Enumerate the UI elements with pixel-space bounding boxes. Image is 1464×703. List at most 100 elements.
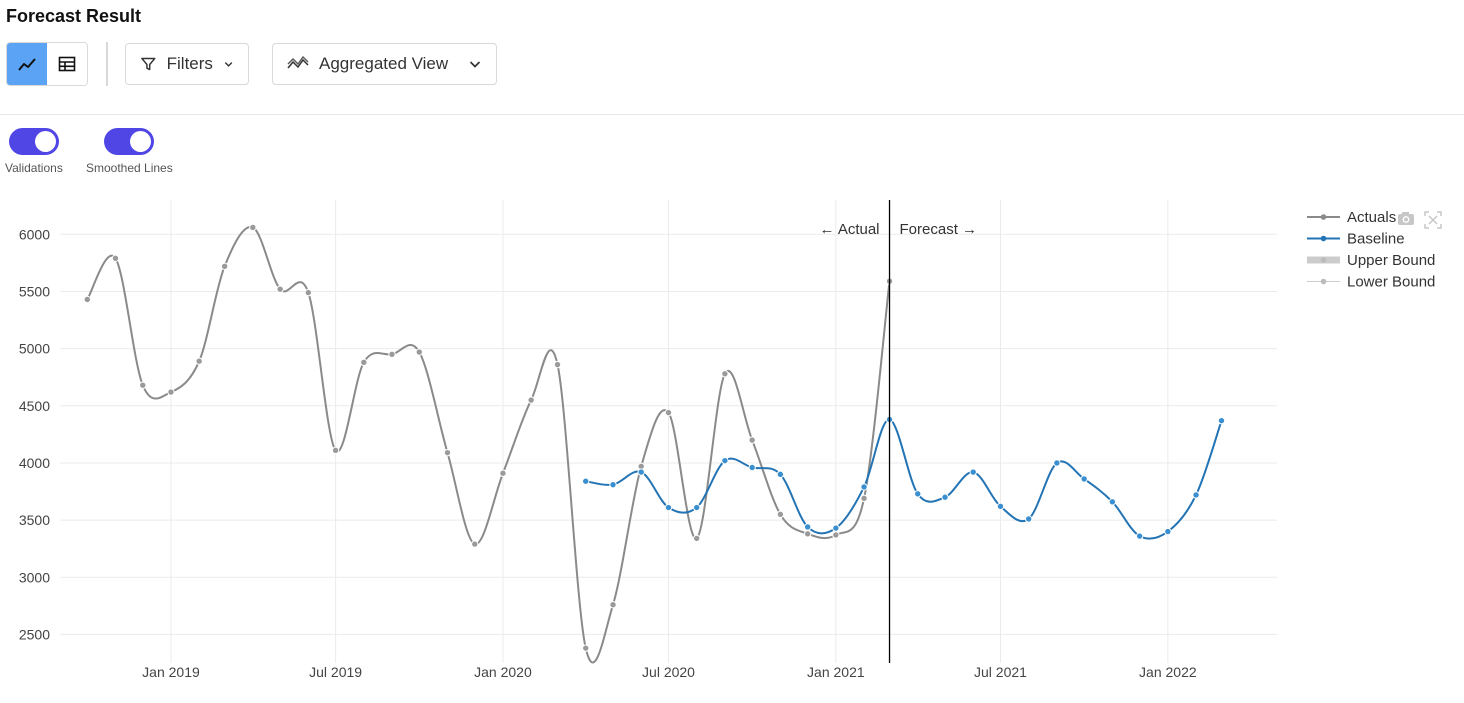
baseline-point xyxy=(776,470,785,479)
annotations: ← Actual Forecast → xyxy=(819,200,977,663)
view-mode-toggle xyxy=(6,42,88,86)
y-tick-label: 6000 xyxy=(19,226,50,242)
baseline-point xyxy=(1192,491,1200,499)
baseline-point xyxy=(1024,515,1033,523)
y-tick-label: 5000 xyxy=(19,341,50,357)
actuals-point xyxy=(167,388,175,396)
y-tick-label: 3500 xyxy=(19,512,50,528)
actuals-point xyxy=(553,360,562,369)
actuals-point xyxy=(276,285,284,293)
legend-label: Upper Bound xyxy=(1347,252,1435,269)
legend-item-actuals[interactable]: Actuals xyxy=(1307,209,1396,226)
toolbar-divider xyxy=(106,42,108,86)
actuals-point xyxy=(860,494,868,503)
baseline-point xyxy=(692,503,701,512)
x-tick-label: Jan 2019 xyxy=(142,664,200,680)
legend-swatch-dot xyxy=(1320,235,1327,242)
section-divider xyxy=(0,114,1464,115)
actuals-point xyxy=(776,510,785,519)
baseline-point xyxy=(832,524,840,532)
baseline-point xyxy=(721,456,729,465)
y-tick-label: 5500 xyxy=(19,283,50,299)
legend-item-upper-bound[interactable]: Upper Bound xyxy=(1307,252,1435,269)
legend: Actuals Baseline Upper Bound Lower Bound xyxy=(1307,209,1435,291)
forecast-annotation: Forecast → xyxy=(900,221,978,238)
actuals-point xyxy=(388,350,396,359)
baseline-point xyxy=(1108,498,1117,506)
actuals-point xyxy=(83,295,91,304)
baseline-point xyxy=(996,502,1005,511)
filters-dropdown[interactable]: Filters xyxy=(125,43,249,85)
smoothed-lines-toggle-group: Smoothed Lines xyxy=(86,128,173,175)
smoothed-lines-label: Smoothed Lines xyxy=(86,161,173,175)
actuals-point xyxy=(360,358,368,367)
actuals-point xyxy=(195,357,203,365)
actuals-point xyxy=(748,436,756,444)
modebar xyxy=(1398,211,1442,229)
table-view-button[interactable] xyxy=(47,43,87,85)
actuals-point xyxy=(692,534,701,543)
x-tick-label: Jul 2020 xyxy=(642,664,695,680)
actuals-point xyxy=(471,540,479,548)
actuals-point xyxy=(415,348,423,356)
baseline-point xyxy=(969,468,977,476)
x-tick-label: Jul 2021 xyxy=(974,664,1027,680)
y-axis: 2500 3000 3500 4000 4500 5000 5500 6000 xyxy=(19,226,50,642)
baseline-point xyxy=(914,490,922,498)
legend-label: Lower Bound xyxy=(1347,274,1435,291)
actuals-point xyxy=(499,469,507,477)
actuals-point xyxy=(111,254,120,263)
legend-swatch-dot xyxy=(1320,257,1327,263)
legend-label: Actuals xyxy=(1347,209,1396,226)
baseline-point xyxy=(637,468,645,476)
baseline-point xyxy=(803,523,812,531)
baseline-point xyxy=(941,493,949,501)
actuals-point xyxy=(721,370,729,378)
grid xyxy=(60,200,1277,663)
legend-item-baseline[interactable]: Baseline xyxy=(1307,231,1405,248)
baseline-point xyxy=(748,463,756,472)
actual-annotation: ← Actual xyxy=(819,221,879,238)
actuals-point xyxy=(304,288,313,297)
legend-swatch-dot xyxy=(1320,278,1327,285)
x-tick-label: Jan 2021 xyxy=(807,664,865,680)
actuals-point xyxy=(331,446,340,455)
actuals-point xyxy=(220,262,229,271)
validations-label: Validations xyxy=(5,161,63,175)
y-tick-label: 4000 xyxy=(19,455,50,471)
y-tick-label: 3000 xyxy=(19,569,50,585)
y-tick-label: 4500 xyxy=(19,398,50,414)
actuals-line xyxy=(86,226,891,664)
actuals-point xyxy=(832,531,840,539)
legend-label: Baseline xyxy=(1347,231,1405,248)
y-tick-label: 2500 xyxy=(19,626,50,642)
actuals-point xyxy=(803,530,812,538)
smoothed-lines-toggle[interactable] xyxy=(104,128,155,155)
chart-view-button[interactable] xyxy=(7,43,47,85)
chevron-down-icon xyxy=(224,62,233,67)
autoscale-icon[interactable] xyxy=(1424,211,1442,229)
baseline-point xyxy=(1053,459,1061,467)
x-tick-label: Jan 2020 xyxy=(474,664,532,680)
line-chart-icon xyxy=(18,58,36,71)
actuals-point xyxy=(582,644,590,652)
actuals-point xyxy=(139,381,147,389)
table-icon xyxy=(58,56,76,72)
camera-icon[interactable] xyxy=(1398,212,1414,225)
legend-item-lower-bound[interactable]: Lower Bound xyxy=(1307,274,1435,291)
validations-toggle[interactable] xyxy=(8,128,59,155)
toolbar: Filters Aggregated View xyxy=(6,42,497,86)
actuals-point xyxy=(249,223,257,232)
chevron-down-icon xyxy=(469,61,481,68)
aggregated-view-icon xyxy=(287,55,309,69)
actuals-point xyxy=(664,408,673,417)
baseline-point xyxy=(860,483,868,491)
x-axis: Jan 2019 Jul 2019 Jan 2020 Jul 2020 Jan 2021… xyxy=(142,664,1197,680)
aggregated-view-dropdown[interactable]: Aggregated View xyxy=(272,43,497,85)
toggle-knob xyxy=(34,131,56,152)
baseline-point xyxy=(609,480,617,489)
baseline-point xyxy=(1080,475,1088,483)
validations-toggle-group: Validations xyxy=(5,128,63,175)
legend-swatch-dot xyxy=(1320,214,1327,220)
